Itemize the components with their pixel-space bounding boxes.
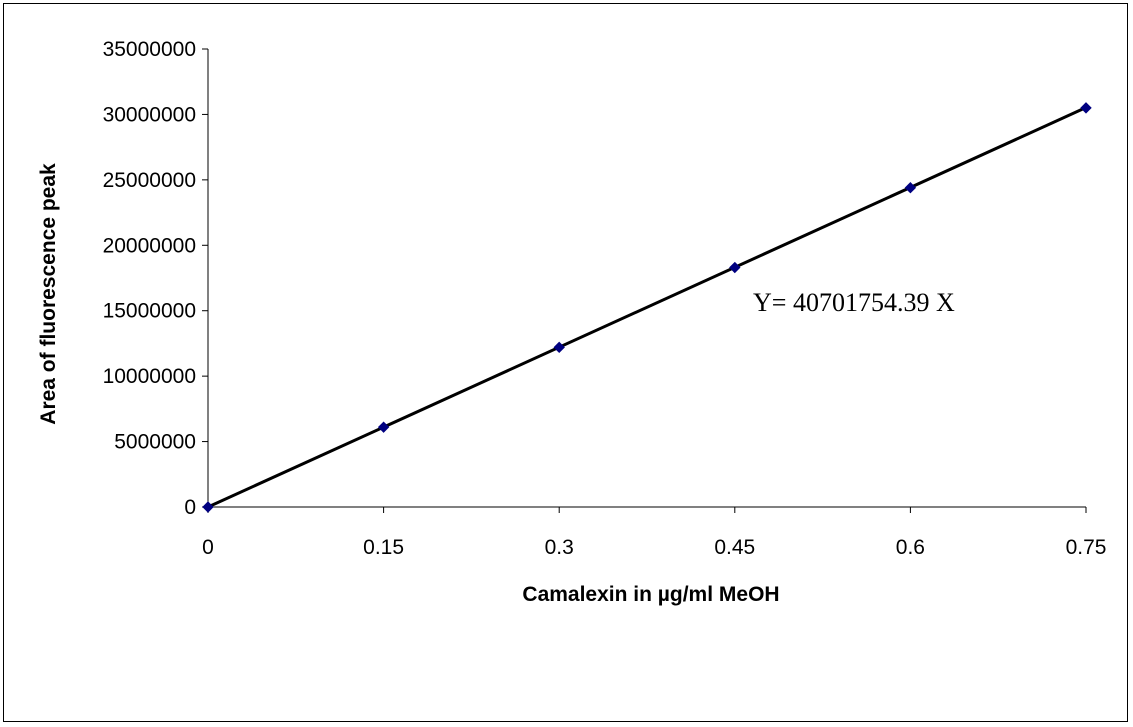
y-axis-title: Area of fluorescence peak bbox=[37, 163, 60, 425]
y-tick-label: 20000000 bbox=[103, 234, 196, 257]
data-point bbox=[202, 501, 214, 513]
y-tick-label: 25000000 bbox=[103, 169, 196, 192]
y-tick-label: 35000000 bbox=[103, 38, 196, 61]
trendline bbox=[207, 106, 1087, 509]
x-tick-label: 0.75 bbox=[1066, 536, 1107, 559]
axes bbox=[207, 49, 1086, 508]
x-tick-label: 0.15 bbox=[363, 536, 404, 559]
data-point bbox=[553, 341, 565, 354]
x-tick-label: 0 bbox=[202, 536, 214, 559]
data-point bbox=[729, 261, 741, 274]
chart-svg: 0 5000000 10000000 15000000 20000000 25000000… bbox=[37, 38, 1106, 606]
y-tick-label: 30000000 bbox=[103, 103, 196, 126]
chart-frame: 0 5000000 10000000 15000000 20000000 25000000… bbox=[3, 3, 1128, 722]
x-tick-label: 0.45 bbox=[714, 536, 755, 559]
y-tick-label: 0 bbox=[184, 496, 196, 519]
y-tick-label: 10000000 bbox=[103, 365, 196, 388]
data-point bbox=[1080, 102, 1092, 114]
x-axis-title: Camalexin in µg/ml MeOH bbox=[522, 583, 779, 606]
data-point bbox=[904, 182, 917, 194]
x-tick-label: 0.6 bbox=[896, 536, 925, 559]
y-tick-label: 15000000 bbox=[103, 300, 196, 323]
data-point bbox=[377, 421, 390, 433]
x-ticks: 0 0.15 0.3 0.45 0.6 0.75 bbox=[202, 507, 1106, 559]
y-tick-label: 5000000 bbox=[114, 431, 196, 454]
equation-annotation: Y= 40701754.39 X bbox=[753, 288, 955, 317]
x-tick-label: 0.3 bbox=[545, 536, 574, 559]
trendline-layer bbox=[207, 106, 1087, 509]
y-ticks: 0 5000000 10000000 15000000 20000000 25000000… bbox=[103, 38, 208, 519]
data-points bbox=[202, 102, 1092, 513]
